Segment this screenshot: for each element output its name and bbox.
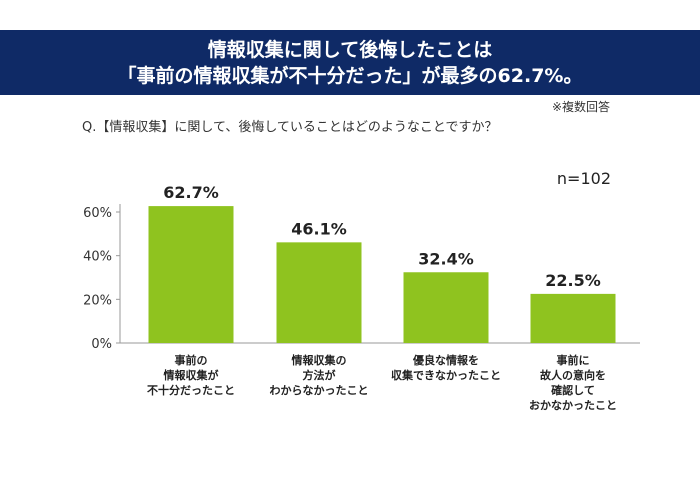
category-label-line: 情報収集が — [163, 369, 219, 382]
multiple-answer-note: ※複数回答 — [551, 100, 610, 114]
title-line-2: 「事前の情報収集が不十分だった」が最多の62.7%。 — [117, 65, 583, 87]
y-tick-label: 40% — [83, 250, 112, 265]
title-banner: 情報収集に関して後悔したことは 「事前の情報収集が不十分だった」が最多の62.7… — [0, 30, 700, 95]
category-label-line: 故人の意向を — [540, 369, 606, 382]
category-label-line: おかなかったこと — [529, 399, 617, 412]
bar-value-label: 22.5% — [545, 271, 601, 290]
category-label: 事前の情報収集が不十分だったこと — [128, 353, 254, 398]
sample-size: n=102 — [556, 169, 611, 188]
category-label-line: 事前に — [556, 354, 590, 367]
bar — [403, 272, 489, 343]
category-label-line: 確認して — [551, 384, 595, 397]
bar-value-label: 62.7% — [163, 183, 219, 202]
y-tick-label: 20% — [83, 293, 112, 308]
category-label-line: 不十分だったこと — [147, 384, 235, 397]
category-label-line: わからなかったこと — [269, 384, 369, 397]
bar — [276, 242, 362, 343]
category-label-line: 事前の — [174, 354, 208, 367]
category-label-line: 優良な情報を — [413, 354, 479, 367]
category-label: 優良な情報を収集できなかったこと — [383, 353, 509, 383]
bar — [148, 206, 234, 343]
category-label-line: 収集できなかったこと — [391, 369, 501, 382]
title-line-1: 情報収集に関して後悔したことは — [207, 39, 493, 61]
question-text: Q.【情報収集】に関して、後悔していることはどのようなことですか？ — [82, 120, 498, 135]
category-label: 事前に故人の意向を 確認しておかなかったこと — [510, 353, 636, 413]
y-tick-label: 0% — [91, 337, 112, 352]
category-label-line: 方法が — [302, 369, 336, 382]
bar-value-label: 46.1% — [291, 219, 347, 238]
bar-value-label: 32.4% — [418, 249, 474, 268]
bar — [530, 293, 616, 343]
y-tick-label: 60% — [83, 206, 112, 221]
category-label-line: 情報収集の — [291, 354, 347, 367]
category-label: 情報収集の方法がわからなかったこと — [256, 353, 382, 398]
